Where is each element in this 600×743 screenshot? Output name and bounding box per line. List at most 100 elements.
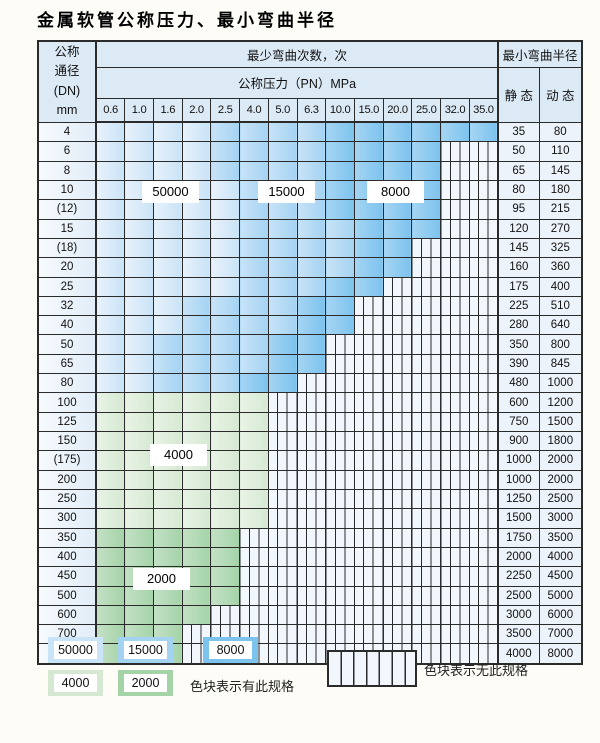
static-radius-cell: 80	[497, 179, 540, 201]
spec-cell	[152, 508, 183, 529]
table-row: 50 350 800	[37, 334, 583, 355]
no-spec-cell	[267, 624, 298, 645]
no-spec-cell	[353, 546, 384, 568]
spec-cell	[95, 373, 126, 394]
table-row: 65 390 845	[37, 353, 583, 375]
no-spec-cell	[411, 334, 442, 355]
dn-cell: 100	[37, 392, 97, 413]
no-spec-cell	[267, 604, 298, 626]
spec-cell	[210, 295, 241, 317]
no-spec-cell	[267, 430, 298, 452]
no-spec-cell	[440, 392, 470, 413]
spec-cell	[411, 141, 442, 162]
no-spec-cell	[325, 508, 355, 529]
no-spec-cell	[267, 643, 298, 665]
spec-cell	[325, 121, 355, 143]
no-spec-cell	[440, 430, 470, 452]
no-spec-cell	[325, 373, 355, 394]
spec-cell	[181, 218, 212, 239]
spec-cell	[267, 237, 298, 259]
spec-cell	[267, 257, 298, 278]
table-row: (175) 1000 2000	[37, 450, 583, 471]
table-row: 8 65 145	[37, 160, 583, 181]
zone-label-15000: 15000	[258, 181, 315, 203]
dn-cell: 150	[37, 430, 97, 452]
spec-cell	[296, 257, 327, 278]
no-spec-cell	[382, 527, 413, 548]
spec-cell	[325, 237, 355, 259]
spec-cell	[95, 237, 126, 259]
pressure-tick: 4.0	[239, 97, 269, 123]
spec-cell	[124, 546, 154, 568]
spec-cell	[152, 546, 183, 568]
dn-cell: 400	[37, 546, 97, 568]
spec-cell	[152, 141, 183, 162]
static-radius-cell: 95	[497, 199, 540, 220]
spec-cell	[152, 411, 183, 433]
no-spec-cell	[353, 411, 384, 433]
spec-cell	[95, 392, 126, 413]
spec-cell	[124, 469, 154, 490]
no-spec-cell	[382, 315, 413, 336]
spec-cell	[95, 430, 126, 452]
spec-cell	[382, 237, 413, 259]
no-spec-cell	[296, 508, 327, 529]
dynamic-radius-cell: 180	[538, 179, 583, 201]
spec-cell	[152, 237, 183, 259]
spec-cell	[325, 276, 355, 297]
no-spec-cell	[468, 218, 499, 239]
no-spec-cell	[296, 392, 327, 413]
table-body: 4 35 80 6 50 110 8 65 145 10 80 180 (12) 95 215 15 120 27…	[37, 121, 583, 665]
spec-cell	[267, 276, 298, 297]
dn-cell: 40	[37, 315, 97, 336]
spec-cell	[124, 604, 154, 626]
table-row: 400 2000 4000	[37, 546, 583, 568]
no-spec-cell	[411, 295, 442, 317]
spec-cell	[95, 315, 126, 336]
no-spec-cell	[468, 257, 499, 278]
legend-no-spec-text: 色块表示无此规格	[424, 663, 529, 678]
spec-cell	[382, 257, 413, 278]
spec-cell	[239, 218, 269, 239]
static-radius-cell: 2250	[497, 566, 540, 587]
no-spec-cell	[267, 566, 298, 587]
no-spec-cell	[411, 373, 442, 394]
no-spec-cell	[440, 160, 470, 181]
spec-cell	[124, 334, 154, 355]
no-spec-cell	[468, 527, 499, 548]
no-spec-cell	[440, 373, 470, 394]
no-spec-cell	[353, 488, 384, 510]
spec-cell	[267, 334, 298, 355]
spec-cell	[239, 508, 269, 529]
spec-cell	[353, 276, 384, 297]
spec-cell	[124, 121, 154, 143]
spec-cell	[239, 411, 269, 433]
no-spec-cell	[468, 392, 499, 413]
legend-block-4000: 4000	[48, 670, 103, 696]
dynamic-radius-cell: 1000	[538, 373, 583, 394]
no-spec-cell	[411, 430, 442, 452]
no-spec-cell	[440, 353, 470, 375]
no-spec-cell	[382, 276, 413, 297]
no-spec-cell	[239, 566, 269, 587]
header-bend-times: 最少弯曲次数，次	[95, 40, 499, 68]
no-spec-cell	[325, 450, 355, 471]
static-radius-cell: 50	[497, 141, 540, 162]
no-spec-cell	[296, 604, 327, 626]
spec-cell	[382, 218, 413, 239]
no-spec-cell	[267, 450, 298, 471]
no-spec-cell	[411, 604, 442, 626]
dynamic-radius-cell: 5000	[538, 585, 583, 606]
spec-cell	[124, 488, 154, 510]
dn-cell: 350	[37, 527, 97, 548]
static-radius-cell: 2500	[497, 585, 540, 606]
static-radius-cell: 480	[497, 373, 540, 394]
spec-cell	[181, 237, 212, 259]
no-spec-cell	[353, 430, 384, 452]
no-spec-cell	[267, 469, 298, 490]
spec-cell	[210, 469, 241, 490]
no-spec-cell	[468, 199, 499, 220]
spec-cell	[95, 546, 126, 568]
static-radius-cell: 1250	[497, 488, 540, 510]
